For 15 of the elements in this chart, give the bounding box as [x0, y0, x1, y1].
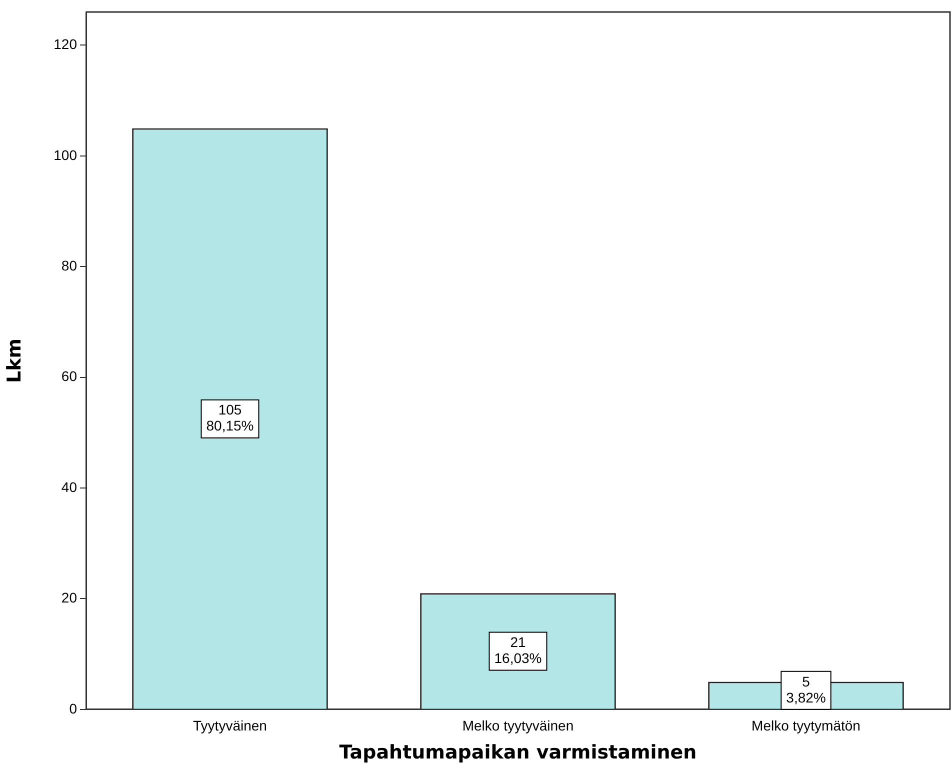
y-tick-label: 40	[61, 478, 78, 495]
y-tick-label: 0	[69, 700, 78, 716]
y-tick-label: 100	[54, 146, 78, 163]
y-tick-label: 60	[61, 368, 78, 384]
y-tick-label: 120	[54, 36, 78, 52]
y-tick-label: 80	[61, 257, 78, 274]
data-label: 105 80,15%	[206, 402, 254, 434]
y-tick-label: 20	[61, 590, 78, 606]
x-tick-label: Tyytyväinen	[193, 718, 267, 734]
x-tick-label: Melko tyytyväinen	[462, 718, 574, 734]
x-tick-label: Melko tyytymätön	[752, 718, 860, 734]
data-label: 21 16,03%	[494, 634, 542, 666]
y-axis-title: Lkm	[3, 338, 26, 383]
x-axis-title: Tapahtumapaikan varmistaminen	[339, 742, 697, 764]
data-label: 5 3,82%	[786, 673, 826, 706]
